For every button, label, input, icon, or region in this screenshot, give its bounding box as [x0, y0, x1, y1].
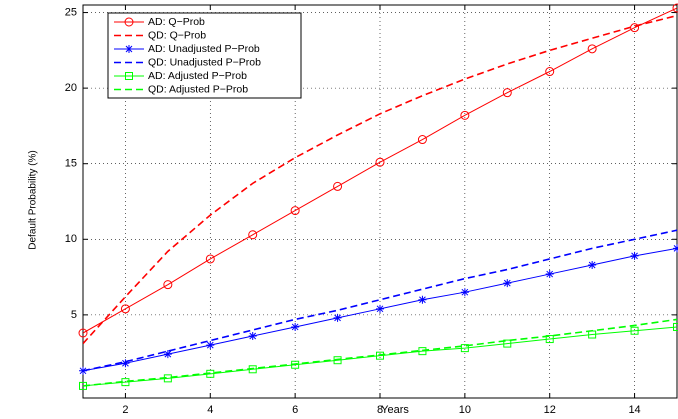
marker [672, 3, 678, 13]
marker [418, 295, 427, 304]
x-tick-label: 12 [544, 404, 556, 416]
marker [248, 332, 257, 341]
x-tick-label: 14 [628, 404, 640, 416]
x-axis-label: Years [381, 404, 409, 416]
y-tick-label: 15 [65, 158, 77, 170]
series-line [83, 229, 677, 372]
y-tick-label: 20 [65, 82, 77, 94]
marker [502, 88, 512, 98]
x-tick-label: 2 [122, 404, 128, 416]
marker [630, 251, 639, 260]
marker [376, 304, 384, 313]
y-tick-label: 5 [71, 309, 77, 321]
marker [588, 260, 597, 269]
marker [333, 313, 342, 322]
marker [205, 254, 215, 264]
marker [125, 45, 133, 53]
legend-label: QD: Adjusted P−Prob [148, 83, 248, 95]
series-line [83, 7, 677, 334]
y-tick-label: 10 [65, 233, 77, 245]
marker [124, 17, 134, 27]
marker [503, 279, 512, 288]
x-tick-label: 6 [292, 404, 298, 416]
marker [163, 350, 172, 359]
legend-label: AD: Unadjusted P−Prob [148, 43, 260, 55]
marker [545, 67, 555, 77]
marker [125, 72, 133, 80]
legend-label: AD: Adjusted P−Prob [148, 70, 247, 82]
marker [460, 288, 469, 297]
legend-label: QD: Q−Prob [148, 29, 206, 41]
marker [163, 280, 173, 290]
marker [460, 344, 469, 353]
plot-frame [82, 4, 678, 399]
marker [120, 304, 130, 314]
marker [673, 244, 678, 253]
marker [417, 135, 427, 145]
y-tick-label: 25 [65, 6, 77, 18]
marker [333, 356, 342, 365]
marker [545, 335, 554, 344]
marker [206, 341, 215, 350]
x-tick-label: 4 [207, 404, 213, 416]
marker [121, 359, 130, 368]
legend-label: AD: Q−Prob [148, 16, 205, 28]
marker [375, 157, 385, 167]
y-axis-label: Default Probability (%) [28, 150, 39, 249]
marker [503, 339, 512, 348]
marker [248, 230, 258, 240]
marker [418, 347, 427, 356]
marker [333, 181, 343, 191]
marker [291, 322, 300, 331]
marker [587, 44, 597, 54]
x-tick-label: 8 [377, 404, 383, 416]
marker [78, 328, 88, 338]
marker [460, 110, 470, 120]
marker [376, 351, 384, 360]
series-line [83, 14, 677, 345]
marker [545, 270, 554, 279]
legend-label: QD: Unadjusted P−Prob [148, 56, 261, 68]
legend-box [107, 12, 302, 99]
x-tick-label: 10 [459, 404, 471, 416]
marker [630, 326, 639, 335]
marker [290, 206, 300, 216]
marker [673, 322, 678, 331]
series-line [83, 318, 677, 387]
